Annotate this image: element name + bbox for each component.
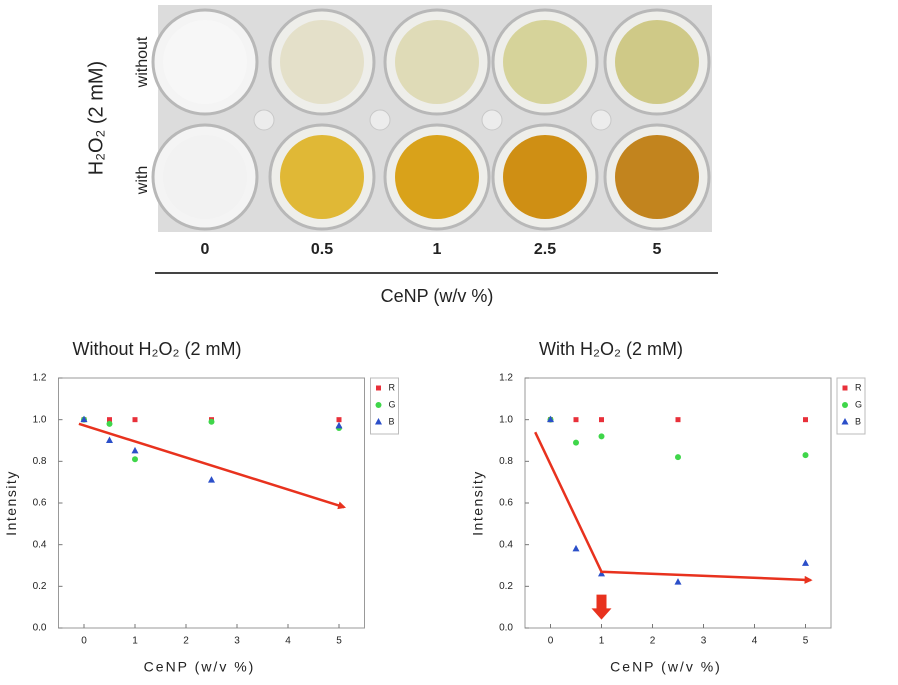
plate-x-label: CeNP (w/v %) [381,286,494,306]
data-point [802,452,809,459]
y-tick-label: 1.0 [33,414,47,425]
legend-label: R [855,382,862,392]
y-tick-label: 1.2 [499,373,513,384]
data-point [573,417,579,423]
data-point [598,569,605,577]
row-label: without [134,36,151,88]
data-point [208,418,215,425]
data-point [573,439,579,446]
y-tick-label: 0.2 [499,581,513,592]
x-tick-label: 4 [752,636,758,647]
highlight-arrow [591,594,612,620]
legend-marker [841,418,849,425]
data-point [802,559,809,566]
plot-frame [58,377,365,629]
y-tick-label: 0.4 [33,539,47,550]
data-point [106,420,113,427]
y-tick-label: 0.8 [499,456,513,467]
legend-label: G [855,399,862,409]
x-tick-label: 3 [234,636,240,647]
data-point [80,415,88,423]
legend-label: B [855,416,861,426]
x-tick-label: 1 [599,636,605,647]
trend-arrow [78,422,347,510]
chart-title: Without H₂O₂ (2 mM) [73,339,242,359]
chart-title: With H₂O₂ (2 mM) [539,339,683,359]
x-tick-label: 3 [701,636,707,647]
plate-photo [151,5,712,232]
y-tick-label: 0.8 [33,456,47,467]
data-point [335,421,343,429]
y-tick-label: 0.0 [499,623,513,634]
x-axis-label: CeNP (w/v %) [144,659,256,675]
x-tick-label: 2 [650,636,656,647]
y-tick-label: 1.2 [33,373,47,384]
data-point [107,417,112,423]
legend-label: G [389,399,396,409]
data-point [132,456,138,463]
data-point [132,417,138,423]
data-point [336,417,342,423]
x-tick-label: 0 [548,636,554,647]
data-point [803,417,808,423]
y-tick-label: 1.0 [499,414,513,425]
column-label: 1 [433,241,442,258]
data-point [675,417,681,423]
column-label: 0.5 [311,241,333,258]
column-label: 0 [201,241,210,258]
data-point [598,433,605,440]
legend-label: R [389,382,396,392]
y-tick-label: 0.2 [33,581,47,592]
y-axis-label: Intensity [470,470,486,536]
x-tick-label: 2 [183,636,189,647]
y-tick-label: 0.4 [499,539,513,550]
legend-marker [375,402,382,408]
plot-frame [524,377,832,629]
data-point [675,454,681,461]
x-tick-label: 4 [285,636,291,647]
x-tick-label: 1 [132,636,138,647]
plate-y-label: H₂O₂ (2 mM) [85,61,107,175]
y-tick-label: 0.6 [499,498,513,509]
data-point [572,544,580,552]
y-tick-label: 0.6 [33,498,47,509]
x-tick-label: 5 [803,636,809,647]
legend-label: B [389,416,395,426]
data-point [131,446,139,454]
legend-marker [842,385,848,391]
x-tick-label: 5 [336,636,342,647]
x-tick-label: 0 [81,636,87,647]
legend-marker [842,402,848,408]
data-point [599,417,604,423]
legend-marker [375,418,382,425]
legend-box [836,377,866,435]
column-label: 5 [653,241,662,258]
data-point [208,476,215,483]
y-tick-label: 0.0 [33,623,47,634]
trend-arrow [534,431,813,584]
legend-box [370,377,399,435]
x-axis-label: CeNP (w/v %) [610,659,722,675]
row-label: with [134,166,151,195]
data-point [106,436,113,443]
y-axis-label: Intensity [3,470,19,536]
column-label: 2.5 [534,241,556,258]
data-point [674,578,682,585]
data-point [547,415,554,423]
legend-marker [376,385,381,391]
